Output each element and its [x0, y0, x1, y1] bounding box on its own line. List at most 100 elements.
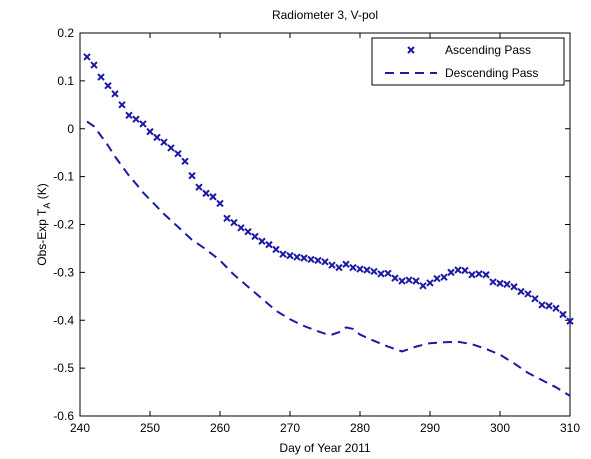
data-point-stroke [321, 258, 329, 266]
data-point-stroke [503, 280, 511, 289]
data-point [559, 310, 567, 319]
data-point-stroke [230, 218, 238, 227]
data-point [209, 193, 217, 201]
data-point [489, 278, 497, 286]
data-point [328, 261, 336, 269]
data-point-stroke [293, 253, 301, 261]
data-point-stroke [384, 269, 392, 278]
data-point-stroke [153, 133, 161, 142]
y-axis-title: Obs-Exp TA (K) [35, 183, 52, 266]
data-point-stroke [426, 279, 434, 287]
data-point [293, 253, 301, 261]
legend-label-ascending: Ascending Pass [445, 43, 531, 57]
data-point-stroke [342, 260, 350, 268]
data-point [167, 144, 175, 152]
data-point [468, 271, 476, 279]
data-point [279, 250, 287, 258]
data-point [237, 224, 245, 232]
data-point [153, 133, 161, 142]
data-point-stroke [454, 266, 462, 274]
data-point-stroke [104, 81, 112, 90]
data-point-stroke [90, 61, 98, 69]
y-axis: 0.2 0.1 0 -0.1 -0.2 -0.3 -0.4 -0.5 -0.6 [53, 26, 570, 423]
data-point-stroke [202, 189, 210, 198]
data-point [265, 240, 273, 249]
data-point-stroke [258, 237, 266, 245]
y-axis-title-unit: (K) [35, 183, 49, 202]
y-axis-title-subscript: A [42, 203, 52, 209]
series-line [86, 120, 571, 397]
data-point-stroke [132, 115, 140, 123]
data-point-stroke [517, 287, 525, 296]
x-tick-label: 300 [490, 421, 510, 435]
data-point [174, 149, 182, 158]
data-point [545, 302, 553, 310]
data-point [146, 127, 154, 136]
data-point [566, 317, 574, 325]
data-point-stroke [272, 245, 280, 254]
x-tick-label: 250 [140, 421, 160, 435]
data-point-stroke [419, 282, 427, 290]
y-tick-label: -0.1 [53, 170, 74, 184]
data-point-stroke [566, 317, 574, 325]
data-point-stroke [447, 268, 455, 277]
data-point-stroke [125, 111, 133, 120]
data-point-stroke [510, 283, 518, 291]
data-point [321, 258, 329, 266]
data-point-stroke [223, 214, 231, 222]
data-point [160, 138, 168, 146]
data-point-stroke [349, 263, 357, 272]
data-point [251, 232, 259, 241]
data-point [83, 53, 91, 61]
data-point-stroke [83, 53, 91, 61]
data-point-stroke [531, 294, 539, 303]
legend-box [371, 37, 565, 86]
y-axis-title-main: Obs-Exp T [35, 208, 49, 266]
data-point [503, 280, 511, 289]
x-tick-label: 290 [420, 421, 440, 435]
data-point [111, 90, 119, 98]
y-tick-label: -0.5 [53, 361, 74, 375]
data-point-stroke [307, 255, 315, 264]
data-point-stroke [496, 279, 504, 288]
data-point-stroke [468, 271, 476, 279]
data-point [447, 268, 455, 277]
data-point [510, 283, 518, 291]
data-point [398, 277, 406, 285]
data-point [531, 294, 539, 303]
data-point [524, 290, 532, 298]
data-point [370, 267, 378, 276]
series-descending-pass [86, 120, 571, 397]
data-point [538, 301, 546, 309]
data-point [90, 61, 98, 69]
data-point [426, 279, 434, 287]
data-point [286, 251, 294, 260]
data-point [384, 269, 392, 278]
data-point [125, 111, 133, 120]
data-point [272, 245, 280, 254]
y-tick-label: -0.3 [53, 265, 74, 279]
data-point [244, 227, 252, 236]
chart-title: Radiometer 3, V-pol [272, 8, 378, 22]
data-point-stroke [524, 290, 532, 298]
data-point [314, 256, 322, 265]
data-point [405, 276, 413, 284]
data-point-stroke [300, 254, 308, 262]
data-point [216, 199, 224, 208]
data-point-stroke [181, 157, 189, 166]
data-point [307, 255, 315, 264]
data-point [139, 120, 147, 128]
data-point-stroke [552, 304, 560, 312]
data-point [132, 115, 140, 123]
data-point-stroke [118, 101, 126, 109]
x-tick-label: 240 [70, 421, 90, 435]
data-point-stroke [475, 270, 483, 278]
x-tick-label: 270 [280, 421, 300, 435]
data-point [104, 81, 112, 90]
data-point-stroke [265, 240, 273, 249]
x-axis-title: Day of Year 2011 [279, 441, 371, 455]
data-point [181, 157, 189, 166]
data-point [419, 282, 427, 290]
plot-area [79, 32, 571, 417]
